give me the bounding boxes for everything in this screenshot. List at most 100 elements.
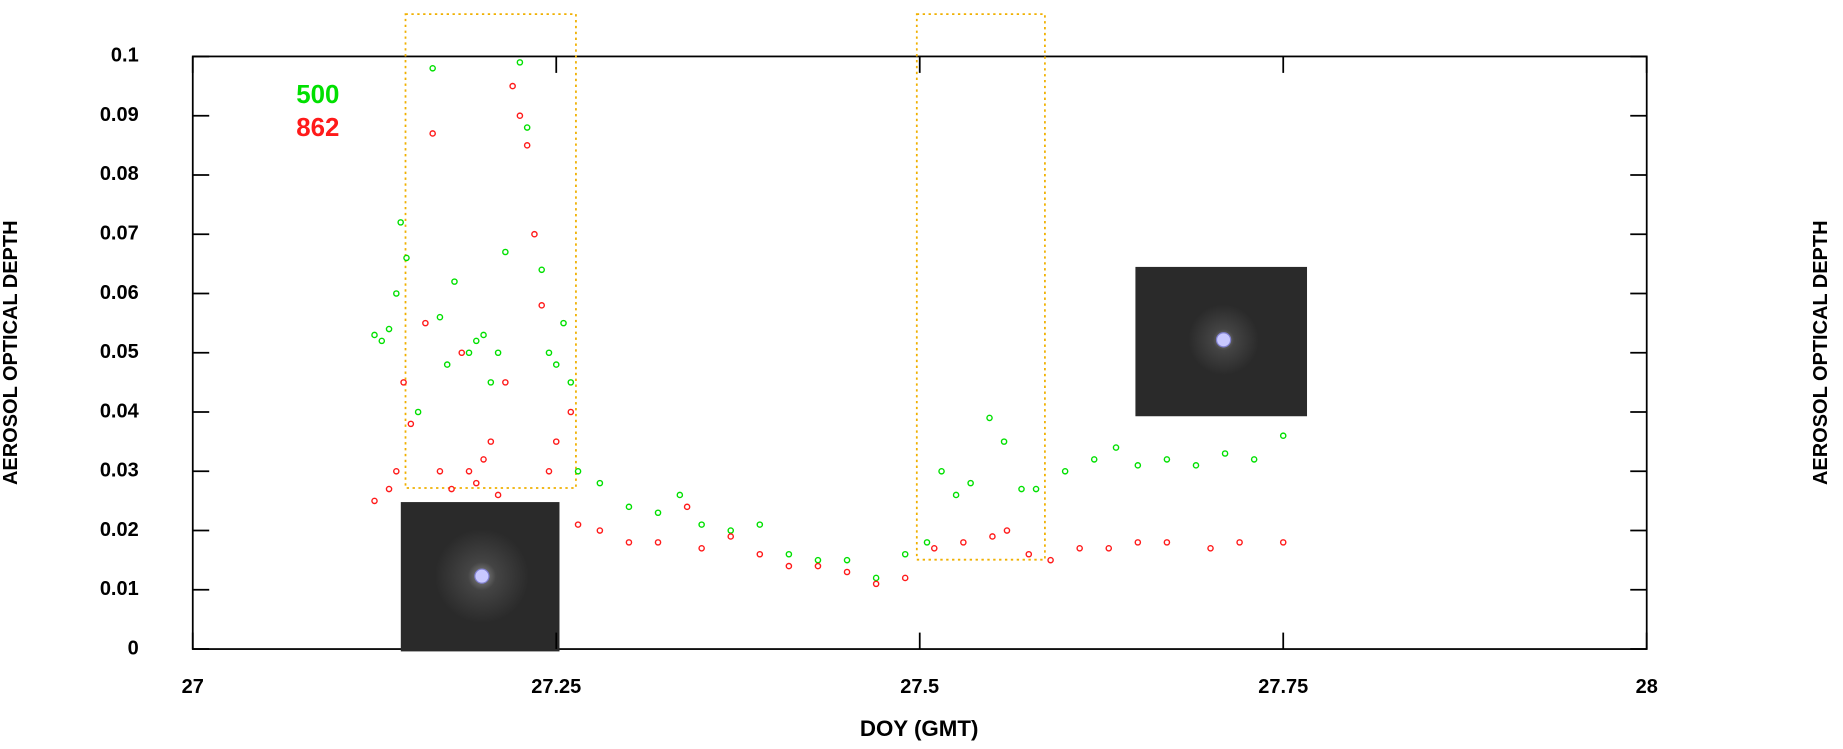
- data-point: [930, 545, 938, 552]
- screen-box: [404, 13, 577, 489]
- data-point: [698, 521, 705, 528]
- data-point: [654, 509, 662, 517]
- data-point: [458, 349, 466, 357]
- data-point: [785, 550, 793, 558]
- y-tick-label: 0.03: [100, 460, 139, 482]
- data-point: [683, 503, 691, 511]
- x-tick-label: 27: [182, 676, 204, 698]
- data-point: [1279, 539, 1287, 546]
- data-point: [545, 467, 553, 475]
- x-tick-label: 28: [1636, 676, 1658, 698]
- data-point: [938, 467, 945, 475]
- y-tick-label: 0.05: [100, 341, 139, 363]
- data-point: [901, 574, 909, 582]
- data-point: [1032, 485, 1040, 493]
- data-point: [560, 319, 567, 327]
- data-point: [429, 64, 436, 72]
- data-point: [472, 479, 480, 487]
- data-point: [552, 438, 560, 445]
- data-point: [1003, 527, 1011, 534]
- data-point: [1134, 539, 1142, 546]
- data-point: [1134, 462, 1142, 469]
- data-point: [1090, 456, 1098, 463]
- data-point: [403, 254, 410, 262]
- data-point: [1018, 485, 1025, 493]
- data-point: [1105, 545, 1113, 552]
- y-axis-label: AEROSOL OPTICAL DEPTH: [0, 221, 22, 485]
- y-tick-label: 0.06: [100, 282, 139, 304]
- data-point: [494, 349, 502, 357]
- data-point: [1221, 450, 1229, 457]
- data-point: [371, 497, 378, 505]
- data-point: [523, 142, 531, 149]
- y-tick-label: 0.09: [100, 104, 139, 126]
- y-tick-label: 0.07: [100, 223, 139, 245]
- data-point: [552, 361, 560, 368]
- data-point: [393, 290, 400, 297]
- data-point: [574, 521, 582, 528]
- data-point: [385, 485, 393, 493]
- data-point: [400, 379, 407, 386]
- x-tick-label: 27.75: [1258, 676, 1308, 698]
- data-point: [1192, 462, 1200, 469]
- data-point: [516, 112, 524, 119]
- data-point: [436, 313, 444, 321]
- data-point: [436, 467, 444, 475]
- data-point: [538, 266, 546, 274]
- data-point: [516, 59, 524, 66]
- y-tick-label: 0.1: [111, 45, 139, 67]
- data-point: [538, 302, 546, 309]
- data-point: [625, 539, 633, 546]
- data-point: [1163, 456, 1171, 463]
- data-point: [567, 379, 575, 386]
- data-point: [523, 124, 531, 131]
- data-point: [487, 379, 495, 386]
- data-point: [574, 467, 582, 475]
- data-point: [698, 545, 705, 552]
- data-point: [397, 219, 404, 226]
- data-point: [531, 230, 538, 238]
- data-point: [414, 408, 422, 416]
- data-point: [393, 467, 400, 475]
- data-point: [785, 562, 793, 570]
- data-point: [443, 361, 451, 368]
- data-point: [1112, 444, 1120, 451]
- y-tick-label: 0.08: [100, 163, 139, 185]
- data-point: [756, 521, 764, 528]
- data-point: [494, 491, 502, 499]
- sun: [474, 568, 490, 584]
- data-point: [814, 562, 822, 570]
- data-point: [545, 349, 553, 357]
- data-point: [407, 420, 415, 428]
- data-point: [1207, 545, 1214, 552]
- data-point: [654, 539, 662, 546]
- screen-box: [915, 13, 1046, 561]
- data-point: [727, 527, 735, 534]
- data-point: [371, 331, 378, 339]
- data-point: [625, 503, 633, 511]
- data-point: [901, 550, 909, 558]
- data-point: [1250, 456, 1258, 463]
- y-tick-label: 0.02: [100, 519, 139, 541]
- data-point: [385, 325, 393, 333]
- data-point: [487, 438, 495, 445]
- legend-label: 862: [296, 114, 339, 142]
- data-point: [814, 556, 822, 564]
- data-point: [843, 568, 851, 576]
- data-point: [378, 337, 386, 345]
- data-point: [756, 550, 764, 558]
- data-point: [502, 248, 509, 256]
- data-point: [509, 82, 516, 90]
- legend-label: 500: [296, 81, 339, 109]
- y-tick-label: 0.04: [100, 400, 139, 422]
- data-point: [872, 580, 880, 588]
- data-point: [843, 556, 851, 564]
- data-point: [676, 491, 684, 499]
- data-point: [872, 574, 880, 582]
- data-point: [923, 539, 931, 546]
- data-point: [986, 414, 993, 422]
- data-point: [465, 349, 473, 357]
- data-point: [967, 479, 974, 487]
- data-point: [422, 319, 429, 327]
